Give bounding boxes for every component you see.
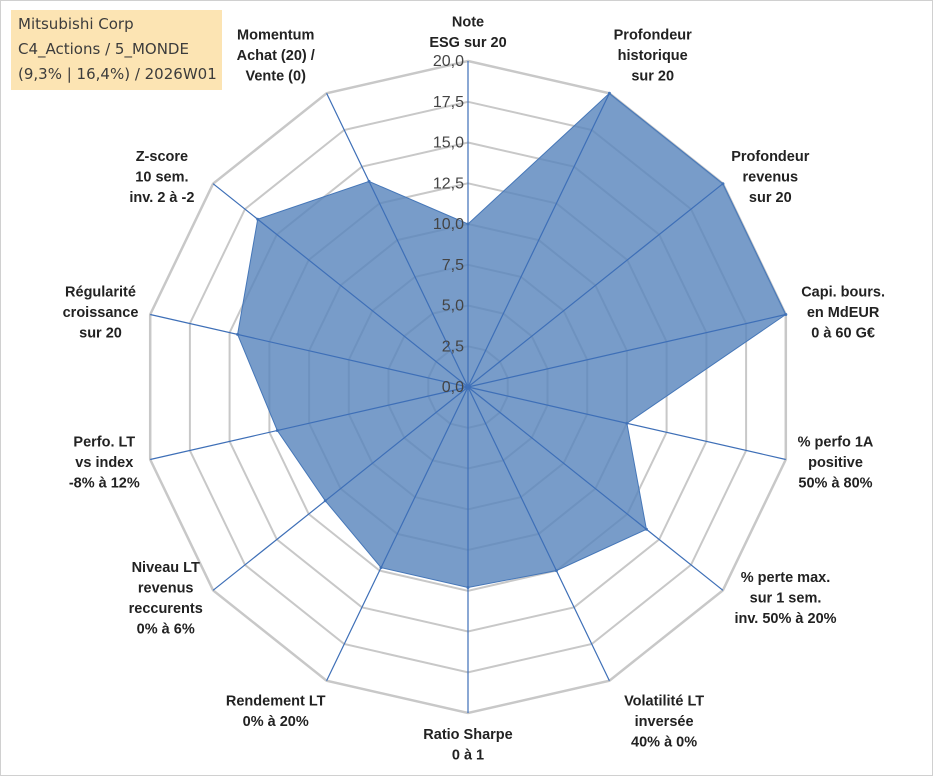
radial-tick-labels: 0,0 2,5 5,0 7,5 10,0 12,5 15,0 17,5 20,0 xyxy=(433,53,464,396)
radar-series xyxy=(236,91,788,589)
axis-label-line: 50% à 80% xyxy=(798,476,872,492)
tick-label: 0,0 xyxy=(442,379,464,396)
radar-spoke xyxy=(150,386,469,461)
axis-label-line: croissance xyxy=(63,305,139,321)
radar-spoke xyxy=(467,386,786,461)
axis-label: Profondeur historique sur 20 xyxy=(614,28,692,85)
axis-label: Capi. bours. en MdEUR 0 à 60 G€ xyxy=(801,284,885,341)
axis-label-line: 40% à 0% xyxy=(631,735,697,751)
axis-label: Z-score 10 sem. inv. 2 à -2 xyxy=(129,149,194,206)
axis-label-line: Capi. bours. xyxy=(801,284,885,300)
axis-labels: Note ESG sur 20 Profondeur historique sur 20… xyxy=(63,15,885,764)
radar-spoke xyxy=(212,386,469,591)
axis-label-line: Niveau LT xyxy=(132,560,200,576)
axis-label-line: 0% à 20% xyxy=(243,714,309,730)
tick-label: 15,0 xyxy=(433,135,464,152)
axis-label-line: Volatilité LT xyxy=(624,694,704,710)
axis-label-line: Ratio Sharpe xyxy=(423,727,512,743)
radar-spoke xyxy=(212,183,469,388)
axis-label-line: historique xyxy=(618,48,688,64)
axis-label: Régularité croissance sur 20 xyxy=(63,284,139,341)
axis-label: Note ESG sur 20 xyxy=(429,15,506,52)
radar-spoke xyxy=(467,386,724,591)
axis-label-line: 0 à 1 xyxy=(452,748,484,764)
tick-label: 17,5 xyxy=(433,94,464,111)
radar-spoke xyxy=(150,313,469,388)
axis-label: Ratio Sharpe 0 à 1 xyxy=(423,727,512,764)
axis-label-line: reccurents xyxy=(129,601,203,617)
axis-label-line: inv. 2 à -2 xyxy=(129,190,194,206)
company-name: Mitsubishi Corp xyxy=(18,15,134,33)
axis-label: Perfo. LT vs index -8% à 12% xyxy=(69,435,140,492)
axis-label: Profondeur revenus sur 20 xyxy=(731,149,809,206)
tick-label: 5,0 xyxy=(442,298,464,315)
axis-label-line: vs index xyxy=(75,455,133,471)
axis-label-line: Vente (0) xyxy=(245,69,306,85)
axis-label: Momentum Achat (20) / Vente (0) xyxy=(237,28,315,85)
axis-label-line: positive xyxy=(808,455,863,471)
axis-label-line: Rendement LT xyxy=(226,694,326,710)
radar-spoke xyxy=(467,386,610,681)
axis-label-line: ESG sur 20 xyxy=(429,35,506,51)
radar-spoke xyxy=(326,386,469,681)
axis-label: Volatilité LT inversée 40% à 0% xyxy=(624,694,704,751)
radar-spoke xyxy=(326,93,469,388)
axis-label-line: inv. 50% à 20% xyxy=(734,611,836,627)
axis-label-line: en MdEUR xyxy=(807,305,880,321)
axis-label: Niveau LT revenus reccurents 0% à 6% xyxy=(129,560,203,638)
performance-line: (9,3% | 16,4%) / 2026W01 xyxy=(18,65,217,83)
tick-label: 20,0 xyxy=(433,53,464,70)
radar-spoke xyxy=(467,93,610,388)
axis-label-line: Perfo. LT xyxy=(73,435,135,451)
axis-label-line: -8% à 12% xyxy=(69,476,140,492)
axis-label-line: % perfo 1A xyxy=(798,435,874,451)
axis-label-line: Achat (20) / xyxy=(237,48,315,64)
axis-label-line: % perte max. xyxy=(741,570,830,586)
radar-spoke xyxy=(467,183,724,388)
axis-label-line: sur 20 xyxy=(79,325,122,341)
axis-label-line: revenus xyxy=(742,169,798,185)
radar-spoke xyxy=(467,313,786,388)
axis-label-line: Régularité xyxy=(65,284,136,300)
axis-label-line: 0% à 6% xyxy=(137,622,195,638)
tick-label: 10,0 xyxy=(433,216,464,233)
axis-label-line: Profondeur xyxy=(614,28,692,44)
category-line: C4_Actions / 5_MONDE xyxy=(18,40,189,58)
axis-label-line: 0 à 60 G€ xyxy=(811,325,875,341)
axis-label-line: sur 20 xyxy=(631,69,674,85)
axis-label: % perfo 1A positive 50% à 80% xyxy=(798,435,874,492)
axis-label-line: revenus xyxy=(138,581,194,597)
axis-label-line: sur 20 xyxy=(749,190,792,206)
tick-label: 12,5 xyxy=(433,175,464,192)
tick-label: 7,5 xyxy=(442,257,464,274)
radar-spokes xyxy=(150,61,786,713)
axis-label-line: inversée xyxy=(635,714,694,730)
axis-label-line: 10 sem. xyxy=(135,169,188,185)
axis-label-line: Momentum xyxy=(237,28,314,44)
axis-label-line: Z-score xyxy=(136,149,188,165)
axis-label-line: Note xyxy=(452,15,484,31)
axis-label-line: sur 1 sem. xyxy=(750,591,822,607)
tick-label: 2,5 xyxy=(442,338,464,355)
axis-label-line: Profondeur xyxy=(731,149,809,165)
axis-label: % perte max. sur 1 sem. inv. 50% à 20% xyxy=(734,570,836,627)
info-box: Mitsubishi Corp C4_Actions / 5_MONDE (9,… xyxy=(11,10,222,90)
axis-label: Rendement LT 0% à 20% xyxy=(226,694,326,731)
